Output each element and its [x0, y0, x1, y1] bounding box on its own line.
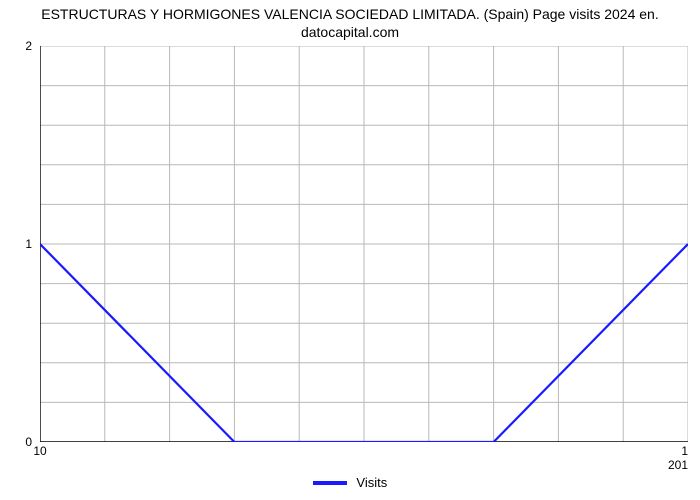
plot-area	[40, 46, 688, 442]
ytick-label-0: 0	[12, 435, 32, 449]
legend: Visits	[0, 474, 700, 490]
xaxis-label-left: 10	[33, 444, 46, 458]
chart-title: ESTRUCTURAS Y HORMIGONES VALENCIA SOCIED…	[0, 6, 700, 41]
ytick-label-1: 1	[12, 237, 32, 251]
ytick-label-2: 2	[12, 39, 32, 53]
plot-svg	[40, 46, 688, 442]
xaxis-label-right-top: 1	[681, 444, 688, 458]
legend-label: Visits	[356, 475, 387, 490]
legend-swatch	[313, 481, 347, 485]
xaxis-label-right-bottom: 201	[668, 458, 688, 472]
chart-title-line2: datocapital.com	[301, 24, 399, 40]
chart-title-line1: ESTRUCTURAS Y HORMIGONES VALENCIA SOCIED…	[41, 6, 658, 22]
